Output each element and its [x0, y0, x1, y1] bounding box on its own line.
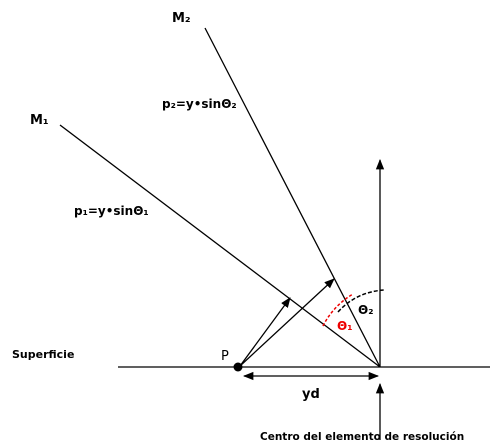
- label-p: P: [221, 349, 229, 364]
- theta2-arc: [337, 289, 385, 313]
- ray-m2: [204, 27, 381, 368]
- label-p2: p₂=y•sinΘ₂: [162, 97, 237, 111]
- label-m1: M₁: [30, 113, 49, 128]
- label-m2: M₂: [172, 11, 191, 26]
- ray-m1: [59, 124, 381, 368]
- label-yd: yd: [302, 387, 320, 402]
- p1-arrow: [239, 297, 291, 367]
- label-center: Centro del elemento de resolución: [260, 431, 464, 443]
- p2-arrow: [239, 278, 335, 367]
- label-surface: Superficie: [12, 348, 74, 361]
- label-theta2: Θ₂: [358, 303, 373, 317]
- label-p1: p₁=y•sinΘ₁: [74, 204, 149, 218]
- theta1-arc: [322, 293, 354, 327]
- label-theta1: Θ₁: [337, 319, 352, 333]
- point-p: [233, 362, 243, 372]
